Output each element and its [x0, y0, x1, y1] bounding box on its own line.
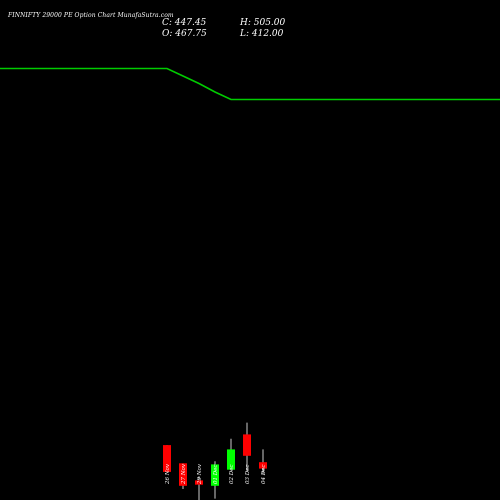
- candle: [195, 476, 203, 500]
- candle-body: [243, 434, 251, 456]
- low-value: L: 412.00: [240, 29, 284, 39]
- candle: [243, 422, 251, 471]
- date-label: 29 Nov: [197, 463, 203, 485]
- date-label: 26 Nov: [165, 463, 171, 485]
- chart-title: FINNIFTY 29000 PE Option Chart MunafaSut…: [8, 12, 174, 19]
- open-value: O: 467.75: [162, 29, 207, 39]
- close-value: C: 447.45: [162, 18, 207, 28]
- candle: [211, 461, 219, 499]
- date-label: 01 Dec: [213, 465, 219, 485]
- candle-body: [179, 463, 187, 486]
- candles-layer: [163, 422, 267, 500]
- date-labels-layer: 26 Nov 27 Nov 29 Nov 01 Dec 02 Dec 03 Dec 04 D…: [165, 463, 267, 485]
- candle-body: [211, 464, 219, 486]
- candle: [179, 463, 187, 489]
- candle-body: [227, 449, 235, 470]
- candle-body: [163, 445, 171, 472]
- candle-body: [195, 480, 203, 485]
- candle-body: [259, 462, 267, 469]
- date-label: 03 Dec: [245, 465, 251, 485]
- date-label: 04 Dec: [261, 465, 267, 485]
- overlay-line-layer: [0, 67, 500, 101]
- candle: [163, 445, 171, 472]
- candle: [227, 438, 235, 470]
- candle: [259, 449, 267, 474]
- date-label: 02 Dec: [229, 465, 235, 485]
- date-label: 27 Nov: [181, 463, 187, 485]
- overlay-line: [0, 67, 500, 101]
- high-value: H: 505.00: [240, 18, 286, 28]
